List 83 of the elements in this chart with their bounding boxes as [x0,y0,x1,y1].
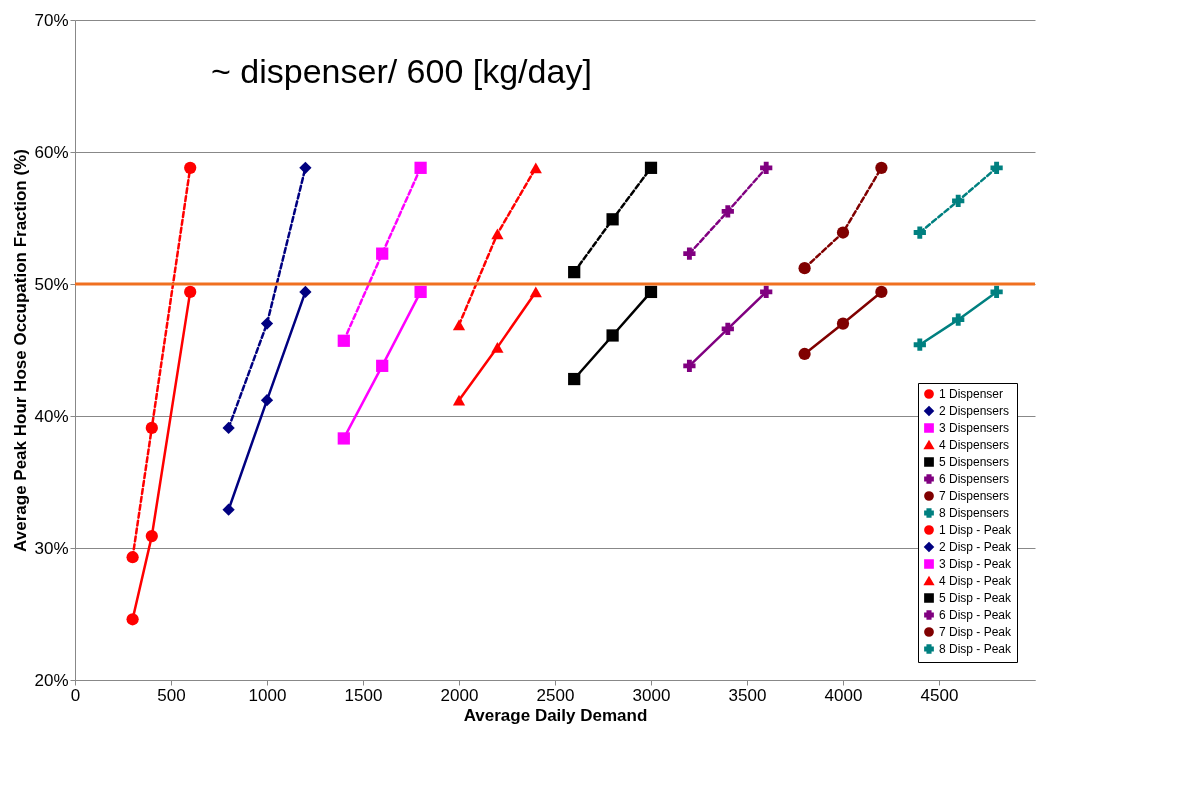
point [952,313,965,326]
point [721,205,734,218]
x-tick-label: 0 [70,685,81,705]
x-tick-label: 1500 [344,685,383,705]
point [606,329,619,342]
point [376,359,389,372]
point [299,285,312,299]
point [875,285,888,299]
x-tick-label: 3500 [728,685,767,705]
y-tick-label: 20% [34,670,69,690]
legend-label: 1 Disp - Peak [939,523,1013,537]
legend-label: 1 Dispenser [939,387,1004,401]
point [875,161,888,174]
legend-label: 6 Disp - Peak [939,608,1013,622]
x-tick-label: 1000 [248,685,287,705]
point [568,266,581,279]
point [299,161,312,174]
y-tick-label: 70% [34,10,69,30]
legend-label: 3 Disp - Peak [939,557,1013,571]
point [222,503,235,516]
point [606,213,619,226]
x-axis-title: Average Daily Demand [463,705,648,725]
point [760,161,773,174]
point [414,285,427,299]
point [798,262,811,275]
legend-label: 6 Dispensers [939,472,1010,486]
legend-label: 8 Disp - Peak [939,642,1013,656]
point [529,286,542,298]
point [644,285,658,299]
legend-label: 3 Dispensers [939,421,1010,435]
y-tick-label: 50% [34,274,69,294]
legend-label: 5 Dispensers [939,455,1010,469]
legend-label: 5 Disp - Peak [939,591,1013,605]
point [337,432,350,445]
point [644,161,658,174]
y-tick-label: 40% [34,406,69,426]
point [721,322,734,335]
y-axis-title: Average Peak Hour Hose Occupation Fraction (%) [11,149,31,552]
point [260,317,274,330]
legend-label: 7 Dispensers [939,489,1010,503]
point [683,359,696,372]
point [952,194,965,207]
legend-label: 4 Dispensers [939,438,1010,452]
legend-label: 2 Disp - Peak [939,540,1013,554]
x-tick-label: 2000 [440,685,479,705]
point [568,372,581,386]
point [529,162,542,174]
point [990,285,1003,299]
legend-label: 8 Dispensers [939,506,1010,520]
point [913,226,926,239]
point [452,319,466,331]
point [260,394,274,407]
point [414,161,427,174]
point [184,285,197,299]
y-tick-label: 30% [34,538,69,558]
point [222,421,235,434]
annotation: ~ dispenser/ 600 [kg/day] [210,51,592,90]
y-tick-label: 60% [34,142,69,162]
x-tick-label: 4500 [920,685,959,705]
point [491,342,504,353]
x-tick-label: 500 [157,685,186,705]
point [836,317,850,330]
point [145,421,158,434]
x-tick-label: 4000 [824,685,863,705]
point [836,226,850,239]
legend-label: 4 Disp - Peak [939,574,1013,588]
point [452,394,466,406]
point [990,161,1003,174]
point [126,613,139,626]
point [913,338,926,351]
point [337,334,350,347]
point [184,161,197,174]
point [376,247,389,260]
point [126,551,139,564]
point [798,347,811,361]
legend-label: 7 Disp - Peak [939,625,1013,639]
x-tick-label: 3000 [632,685,671,705]
legend-label: 2 Dispensers [939,404,1010,418]
point [683,247,696,260]
x-tick-label: 2500 [536,685,575,705]
point [760,285,773,299]
point [491,228,504,240]
point [145,530,158,543]
